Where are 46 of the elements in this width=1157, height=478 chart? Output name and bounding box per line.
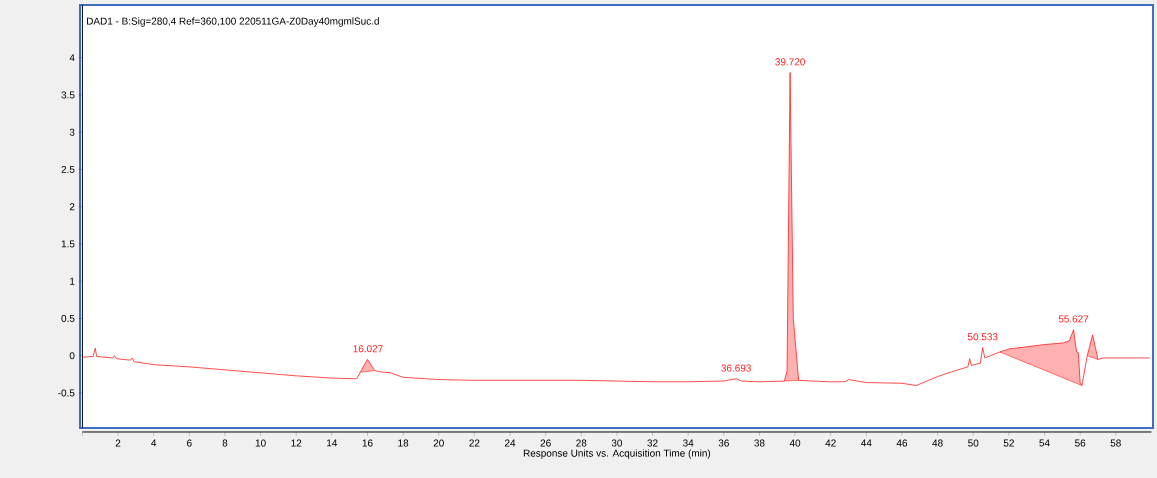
x-axis-title: Response Units vs. Acquisition Time (min)	[523, 449, 711, 459]
x-tick-label: 48	[932, 439, 943, 447]
x-tick-label: 46	[896, 439, 908, 447]
x-tick-label: 10	[255, 439, 266, 447]
y-tick-label: 0.5	[61, 314, 75, 322]
x-tick-label: 18	[398, 439, 409, 447]
x-tick-label: 34	[683, 439, 694, 447]
x-tick-label: 50	[968, 439, 979, 447]
x-tick-label: 4	[151, 439, 157, 447]
y-tick-label: 3.5	[61, 91, 75, 99]
y-tick-label: 4	[69, 54, 75, 62]
x-tick-label: 36	[718, 439, 729, 447]
y-tick-label: -0.5	[58, 389, 75, 397]
annotation: 55.627	[1058, 315, 1089, 323]
text: DAD1 - B:Sig=280,4 Ref=360,100 220511GA-Z0Day40mgmlSuc.d	[87, 17, 379, 27]
y-tick-label: 1.5	[61, 240, 75, 248]
annotation: 16.027	[353, 345, 383, 353]
x-tick-label: 22	[469, 439, 480, 447]
x-tick-label: 16	[362, 439, 373, 447]
annotation: 50.533	[967, 333, 998, 341]
y-tick-label: 2.5	[61, 165, 75, 173]
x-tick-label: 32	[647, 439, 658, 447]
x-tick-label: 56	[1075, 439, 1086, 447]
y-tick-label: 3	[69, 128, 75, 136]
y-tick-label: 0	[69, 352, 75, 360]
x-tick-label: 38	[754, 439, 765, 447]
x-tick-label: 58	[1110, 439, 1121, 447]
x-tick-label: 8	[222, 439, 228, 447]
x-tick-label: 42	[825, 439, 836, 447]
annotation: 36.693	[721, 364, 751, 372]
x-tick-label: 20	[433, 439, 444, 447]
x-tick-label: 44	[861, 439, 872, 447]
x-tick-label: 2	[115, 439, 121, 447]
x-tick-label: 30	[611, 439, 623, 447]
x-tick-label: 54	[1039, 439, 1050, 447]
x-tick-label: 40	[789, 439, 801, 447]
x-tick-label: 52	[1003, 439, 1014, 447]
y-tick-label: 1	[70, 277, 75, 285]
x-tick-label: 12	[291, 439, 302, 447]
y-tick-label: 2	[69, 203, 75, 211]
x-tick-label: 14	[327, 439, 338, 447]
annotation: 39.720	[775, 58, 805, 66]
x-tick-label: 26	[540, 439, 551, 447]
x-tick-label: 6	[187, 439, 192, 447]
x-tick-label: 28	[576, 439, 587, 447]
x-tick-label: 24	[504, 439, 516, 447]
